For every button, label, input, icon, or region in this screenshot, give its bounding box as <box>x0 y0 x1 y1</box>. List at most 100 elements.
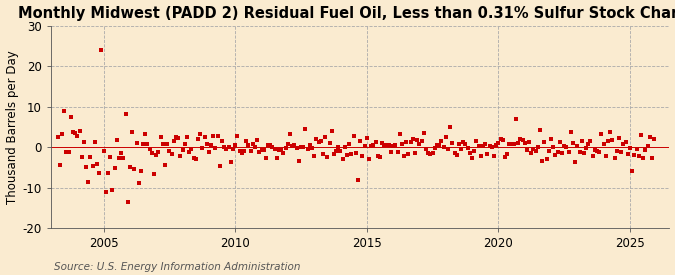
Text: Source: U.S. Energy Information Administration: Source: U.S. Energy Information Administ… <box>54 262 300 272</box>
Point <box>168 139 179 143</box>
Point <box>61 150 72 154</box>
Point <box>289 143 300 148</box>
Point <box>287 144 298 148</box>
Point <box>454 142 464 146</box>
Point <box>210 145 221 150</box>
Point <box>308 153 319 158</box>
Point <box>377 141 387 146</box>
Point <box>166 152 177 156</box>
Point <box>331 149 342 153</box>
Point <box>484 144 495 148</box>
Point <box>76 155 87 159</box>
Point <box>85 155 96 160</box>
Point <box>489 153 500 158</box>
Point <box>504 141 515 146</box>
Point <box>162 142 173 146</box>
Point <box>148 172 159 176</box>
Point <box>173 136 184 140</box>
Point <box>65 115 76 119</box>
Point <box>140 132 151 136</box>
Point <box>592 148 603 153</box>
Point <box>338 156 348 161</box>
Point <box>342 153 352 157</box>
Point <box>164 149 175 153</box>
Point <box>416 139 427 144</box>
Point <box>186 147 196 151</box>
Point <box>566 130 576 134</box>
Point <box>109 166 120 170</box>
Point <box>633 154 644 159</box>
Point <box>456 147 466 151</box>
Point <box>445 125 456 130</box>
Point <box>271 155 282 160</box>
Point <box>247 141 258 146</box>
Point <box>383 142 394 147</box>
Point <box>116 150 127 155</box>
Point <box>359 143 370 148</box>
Point <box>87 164 98 168</box>
Point <box>122 200 133 204</box>
Point <box>614 136 624 140</box>
Point <box>596 132 607 137</box>
Point <box>269 147 280 151</box>
Point <box>311 137 322 141</box>
Point <box>212 134 223 138</box>
Point <box>399 154 410 158</box>
Point <box>427 151 438 155</box>
Point <box>55 163 65 168</box>
Point <box>587 154 598 158</box>
Point <box>627 169 638 173</box>
Point <box>563 150 574 154</box>
Point <box>440 134 451 139</box>
Point <box>81 165 92 170</box>
Point <box>201 141 212 146</box>
Point <box>370 139 381 144</box>
Point <box>559 144 570 148</box>
Point <box>610 156 620 161</box>
Point <box>405 139 416 144</box>
Point <box>649 137 659 141</box>
Point <box>111 138 122 143</box>
Point <box>552 150 563 155</box>
Point <box>539 140 550 144</box>
Point <box>466 156 477 161</box>
Point <box>236 151 247 155</box>
Point <box>535 128 545 133</box>
Point <box>280 146 291 151</box>
Point <box>631 147 642 151</box>
Point <box>357 154 368 158</box>
Point <box>74 129 85 133</box>
Point <box>531 148 541 153</box>
Point <box>493 141 504 145</box>
Point <box>425 152 436 156</box>
Point <box>469 148 480 153</box>
Point <box>548 145 559 149</box>
Point <box>403 152 414 156</box>
Point <box>390 143 401 147</box>
Point <box>355 139 366 144</box>
Point <box>52 135 63 139</box>
Point <box>366 144 377 148</box>
Point <box>322 155 333 160</box>
Point <box>478 144 489 148</box>
Point <box>533 144 543 149</box>
Point <box>412 138 423 142</box>
Point <box>125 164 136 169</box>
Point <box>94 171 105 175</box>
Point <box>177 148 188 153</box>
Point <box>624 145 635 150</box>
Point <box>375 155 385 159</box>
Point <box>421 147 431 151</box>
Point <box>83 180 94 184</box>
Point <box>238 149 249 153</box>
Point <box>638 155 649 160</box>
Point <box>545 137 556 142</box>
Point <box>188 156 199 161</box>
Point <box>96 48 107 52</box>
Point <box>517 138 528 142</box>
Point <box>642 144 653 148</box>
Point <box>482 152 493 156</box>
Point <box>458 140 468 144</box>
Point <box>473 144 484 148</box>
Point <box>320 135 331 139</box>
